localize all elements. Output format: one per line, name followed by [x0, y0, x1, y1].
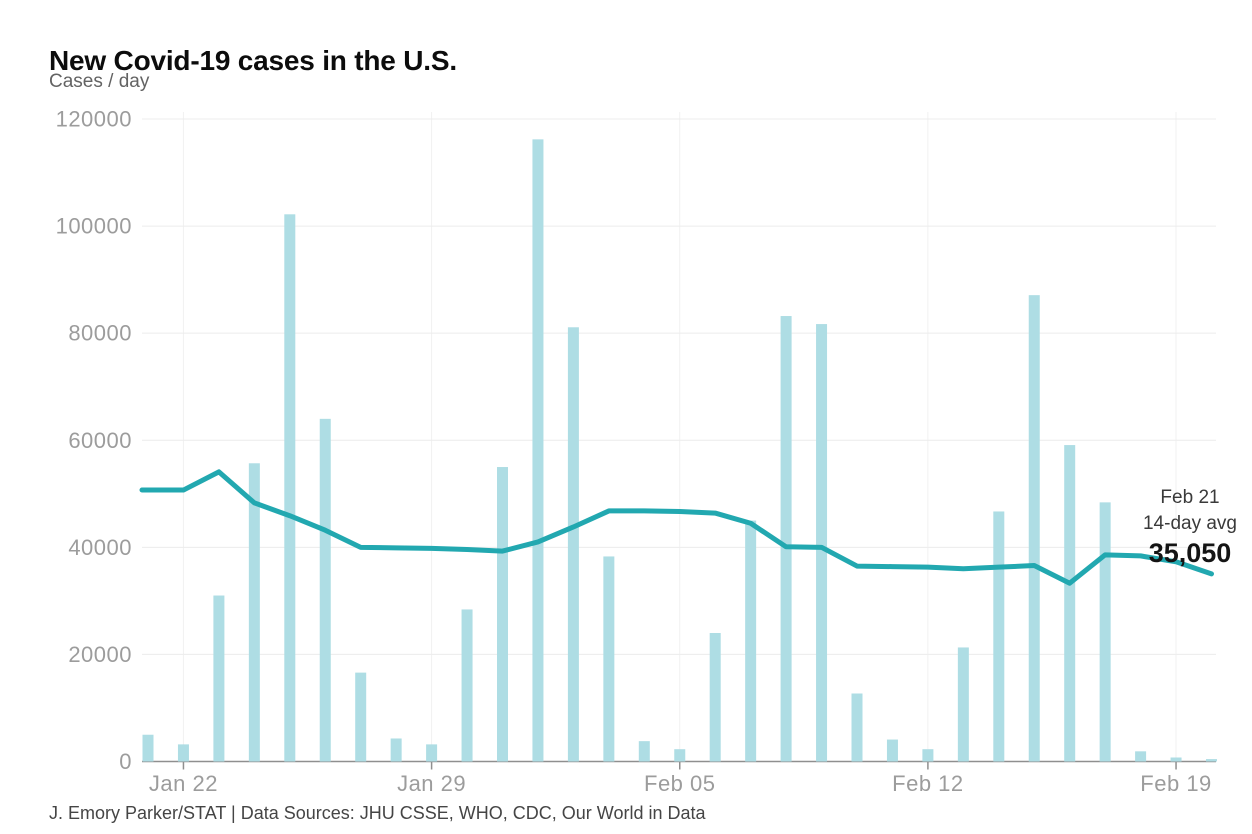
bar-jan-21 — [142, 734, 154, 762]
bar-feb-11 — [886, 739, 898, 762]
annotation-value: 35,050 — [1148, 538, 1232, 568]
bar-feb-05 — [674, 749, 686, 762]
bar-feb-09 — [816, 324, 828, 762]
bar-jan-23 — [213, 595, 225, 762]
y-tick-label: 120000 — [56, 107, 132, 132]
bar-feb-03 — [603, 556, 615, 762]
bar-feb-06 — [709, 633, 721, 762]
bar-feb-10 — [851, 693, 863, 762]
y-tick-label: 80000 — [68, 321, 132, 346]
y-axis-title: Cases / day — [49, 71, 150, 92]
bar-feb-18 — [1135, 751, 1147, 762]
annotation-date: Feb 21 — [1160, 487, 1220, 508]
bar-feb-01 — [532, 139, 544, 762]
fourteen-day-avg-line — [139, 469, 1214, 586]
bar-feb-15 — [1028, 295, 1040, 762]
y-tick-label: 0 — [119, 749, 132, 774]
chart-title: New Covid-19 cases in the U.S. — [49, 44, 457, 76]
bar-feb-04 — [638, 741, 650, 762]
y-tick-label: 100000 — [56, 214, 132, 239]
x-tick-label: Feb 12 — [892, 771, 964, 796]
bar-feb-17 — [1099, 502, 1111, 762]
bar-jan-25 — [284, 214, 296, 762]
source-credit: J. Emory Parker/STAT | Data Sources: JHU… — [49, 803, 706, 823]
x-tick-label: Feb 05 — [644, 771, 716, 796]
bar-jan-31 — [497, 467, 508, 762]
bar-jan-22 — [177, 744, 189, 762]
bar-feb-08 — [780, 316, 792, 762]
annotation-label: 14-day avg — [1142, 513, 1237, 534]
bar-feb-13 — [957, 647, 969, 762]
bar-jan-30 — [461, 609, 473, 762]
y-tick-label: 40000 — [68, 535, 132, 560]
x-tick-label: Jan 29 — [397, 771, 466, 796]
bar-feb-16 — [1064, 445, 1076, 762]
x-tick-label: Jan 22 — [149, 771, 218, 796]
bar-jan-26 — [319, 418, 331, 762]
y-tick-label: 20000 — [68, 642, 132, 667]
y-tick-label: 60000 — [68, 428, 132, 453]
bar-jan-29 — [426, 744, 438, 762]
bar-jan-27 — [355, 672, 367, 762]
bar-feb-20 — [1206, 759, 1217, 762]
bar-jan-28 — [390, 738, 402, 762]
bar-feb-14 — [993, 511, 1005, 762]
line-end-annotation: Feb 21 14-day avg 35,050 — [1128, 485, 1252, 568]
bar-feb-12 — [922, 749, 934, 762]
bar-jan-24 — [248, 463, 260, 762]
bar-feb-07 — [745, 520, 757, 762]
x-tick-label: Feb 19 — [1140, 771, 1212, 796]
bar-feb-02 — [567, 327, 579, 762]
bar-feb-19 — [1170, 757, 1182, 762]
